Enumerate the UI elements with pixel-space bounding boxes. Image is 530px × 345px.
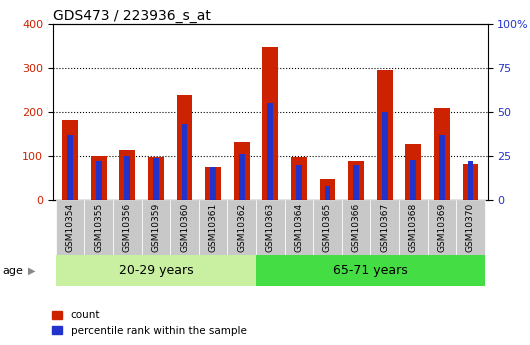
- Text: GSM10362: GSM10362: [237, 203, 246, 252]
- Bar: [84, 200, 113, 255]
- Text: GSM10365: GSM10365: [323, 203, 332, 252]
- Text: GSM10356: GSM10356: [123, 203, 132, 252]
- Bar: [377, 70, 393, 200]
- Bar: [434, 108, 450, 200]
- Text: ▶: ▶: [28, 266, 35, 276]
- Bar: [428, 200, 456, 255]
- Bar: [348, 160, 364, 200]
- Bar: [176, 96, 192, 200]
- Bar: [256, 200, 285, 255]
- Bar: [113, 200, 142, 255]
- Bar: [405, 144, 421, 200]
- Text: GSM10355: GSM10355: [94, 203, 103, 252]
- Bar: [56, 255, 256, 286]
- Bar: [182, 125, 188, 200]
- Text: GSM10366: GSM10366: [351, 203, 360, 252]
- Bar: [456, 200, 485, 255]
- Legend: count, percentile rank within the sample: count, percentile rank within the sample: [48, 306, 251, 340]
- Bar: [342, 200, 370, 255]
- Text: age: age: [3, 266, 23, 276]
- Bar: [353, 165, 359, 200]
- Bar: [463, 164, 478, 200]
- Text: 20-29 years: 20-29 years: [119, 264, 193, 277]
- Bar: [256, 255, 485, 286]
- Text: GSM10360: GSM10360: [180, 203, 189, 252]
- Text: 65-71 years: 65-71 years: [333, 264, 408, 277]
- Bar: [320, 179, 335, 200]
- Text: GDS473 / 223936_s_at: GDS473 / 223936_s_at: [53, 9, 211, 23]
- Bar: [410, 160, 416, 200]
- Text: GSM10354: GSM10354: [66, 203, 75, 252]
- Bar: [153, 158, 159, 200]
- Bar: [467, 161, 473, 200]
- Bar: [125, 156, 130, 200]
- Bar: [63, 120, 78, 200]
- Bar: [324, 186, 330, 200]
- Bar: [205, 167, 221, 200]
- Text: GSM10370: GSM10370: [466, 203, 475, 252]
- Bar: [439, 135, 445, 200]
- Bar: [227, 200, 256, 255]
- Text: GSM10369: GSM10369: [437, 203, 446, 252]
- Bar: [96, 161, 102, 200]
- Text: GSM10359: GSM10359: [152, 203, 161, 252]
- Bar: [67, 135, 73, 200]
- Bar: [313, 200, 342, 255]
- Bar: [170, 200, 199, 255]
- Text: GSM10364: GSM10364: [294, 203, 303, 252]
- Bar: [234, 141, 250, 200]
- Bar: [268, 104, 273, 200]
- Text: GSM10368: GSM10368: [409, 203, 418, 252]
- Bar: [291, 157, 307, 200]
- Bar: [210, 167, 216, 200]
- Text: GSM10361: GSM10361: [209, 203, 218, 252]
- Bar: [370, 200, 399, 255]
- Bar: [199, 200, 227, 255]
- Bar: [142, 200, 170, 255]
- Bar: [296, 165, 302, 200]
- Bar: [91, 156, 107, 200]
- Bar: [56, 200, 84, 255]
- Bar: [399, 200, 428, 255]
- Bar: [119, 149, 135, 200]
- Text: GSM10367: GSM10367: [380, 203, 389, 252]
- Bar: [148, 157, 164, 200]
- Bar: [262, 47, 278, 200]
- Bar: [285, 200, 313, 255]
- Bar: [239, 154, 244, 200]
- Text: GSM10363: GSM10363: [266, 203, 275, 252]
- Bar: [382, 112, 387, 200]
